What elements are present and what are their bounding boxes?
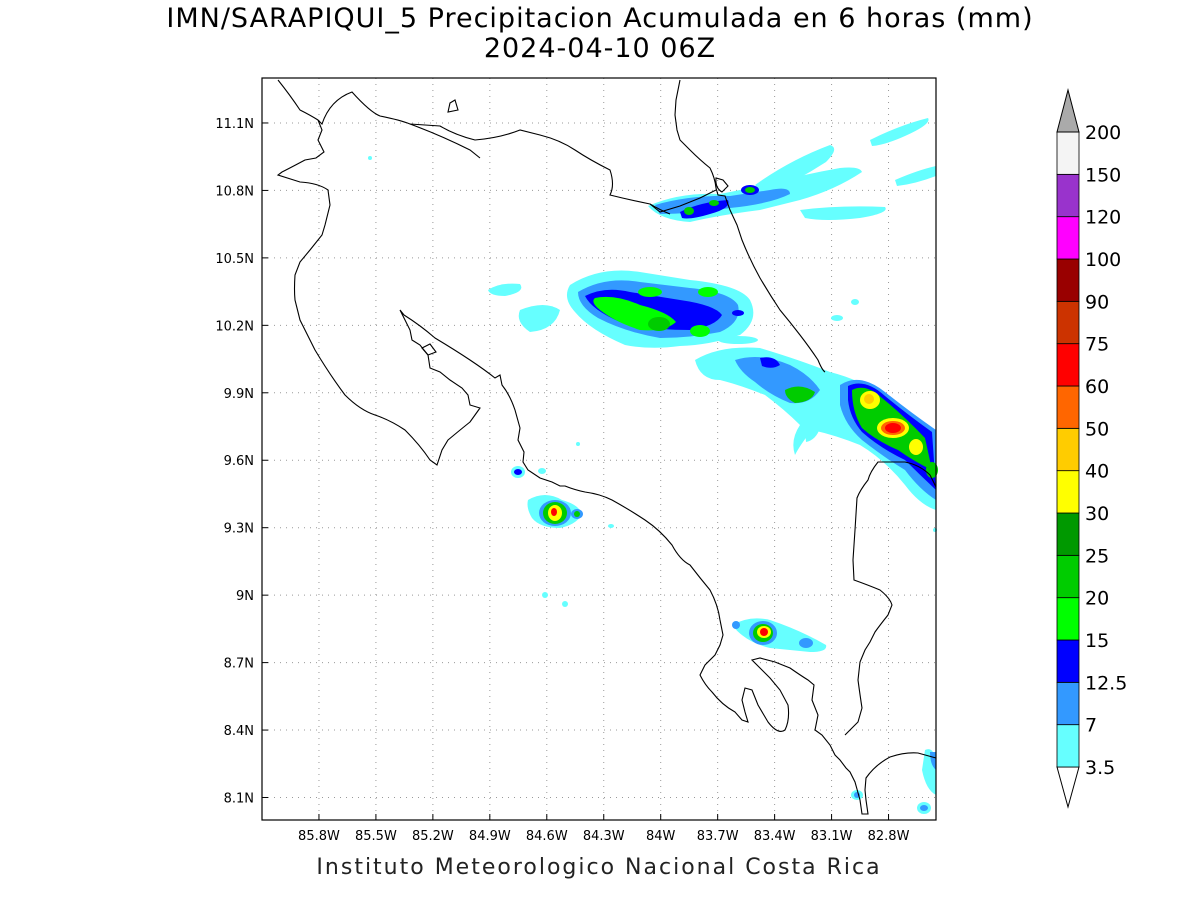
colorbar-swatch: [1056, 300, 1080, 345]
colorbar-swatch: [1056, 216, 1080, 260]
y-tick-label: 11.1N: [215, 117, 254, 132]
axis-labels: 85.8W 85.5W 85.2W 84.9W 84.6W 84.3W 84W 83.7W 83…: [215, 117, 909, 844]
precipitation-field: [368, 118, 938, 814]
colorbar-swatch: [1056, 258, 1080, 302]
x-tick-label: 84W: [646, 829, 676, 844]
colorbar-label: 90: [1085, 291, 1109, 313]
coastlines: [276, 79, 937, 815]
x-tick-label: 85.5W: [355, 829, 397, 844]
colorbar-swatch: [1056, 554, 1080, 599]
x-tick-label: 84.3W: [583, 829, 625, 844]
y-tick-label: 8.4N: [224, 724, 254, 739]
colorbar-label: 120: [1085, 207, 1121, 229]
colorbar-swatch: [1056, 131, 1080, 175]
colorbar-swatch: [1056, 724, 1080, 768]
colorbar-arrow-low: [1056, 766, 1080, 809]
colorbar-label: 200: [1085, 122, 1121, 144]
colorbar-label: 40: [1085, 461, 1109, 483]
colorbar-swatch: [1056, 681, 1080, 726]
y-tick-label: 9.3N: [224, 522, 254, 537]
graticule: [262, 78, 936, 820]
y-tick-label: 8.7N: [224, 657, 254, 672]
x-tick-label: 83.7W: [697, 829, 739, 844]
colorbar-swatch: [1056, 173, 1080, 218]
map-title: IMN/SARAPIQUI_5 Precipitacion Acumulada …: [166, 3, 1034, 34]
y-tick-label: 9.9N: [224, 387, 254, 402]
colorbar-label: 20: [1085, 588, 1109, 610]
colorbar: 3.5 7 12.5 15 20 25 30 40 50 60 75 90 100 120 150 200: [1056, 88, 1127, 809]
y-tick-label: 10.8N: [215, 184, 254, 199]
y-tick-label: 10.5N: [215, 252, 254, 267]
x-tick-label: 82.8W: [868, 829, 910, 844]
colorbar-swatch: [1056, 639, 1080, 683]
colorbar-swatch: [1056, 385, 1080, 429]
map-date: 2024-04-10 06Z: [483, 33, 717, 64]
x-tick-label: 83.1W: [811, 829, 853, 844]
y-tick-label: 9.6N: [224, 454, 254, 469]
x-tick-label: 85.8W: [298, 829, 340, 844]
colorbar-swatch: [1056, 597, 1080, 641]
map-frame: [262, 78, 936, 820]
colorbar-label: 60: [1085, 376, 1109, 398]
colorbar-swatch: [1056, 470, 1080, 514]
colorbar-label: 7: [1085, 715, 1097, 737]
x-tick-label: 84.6W: [526, 829, 568, 844]
colorbar-swatch: [1056, 427, 1080, 472]
colorbar-swatch: [1056, 343, 1080, 387]
x-tick-label: 84.9W: [469, 829, 511, 844]
y-tick-label: 10.2N: [215, 319, 254, 334]
footer-credit: Instituto Meteorologico Nacional Costa R…: [316, 855, 882, 880]
x-tick-label: 85.2W: [412, 829, 454, 844]
colorbar-label: 150: [1085, 164, 1121, 186]
colorbar-arrow-high: [1056, 88, 1080, 133]
colorbar-label: 15: [1085, 630, 1109, 652]
colorbar-swatch: [1056, 512, 1080, 556]
colorbar-label: 75: [1085, 334, 1109, 356]
y-tick-label: 8.1N: [224, 792, 254, 807]
x-tick-label: 83.4W: [754, 829, 796, 844]
colorbar-label: 3.5: [1085, 757, 1115, 779]
y-tick-label: 9N: [236, 589, 254, 604]
colorbar-label: 100: [1085, 249, 1121, 271]
colorbar-label: 12.5: [1085, 672, 1127, 694]
colorbar-label: 30: [1085, 503, 1109, 525]
colorbar-label: 25: [1085, 545, 1109, 567]
colorbar-label: 50: [1085, 418, 1109, 440]
